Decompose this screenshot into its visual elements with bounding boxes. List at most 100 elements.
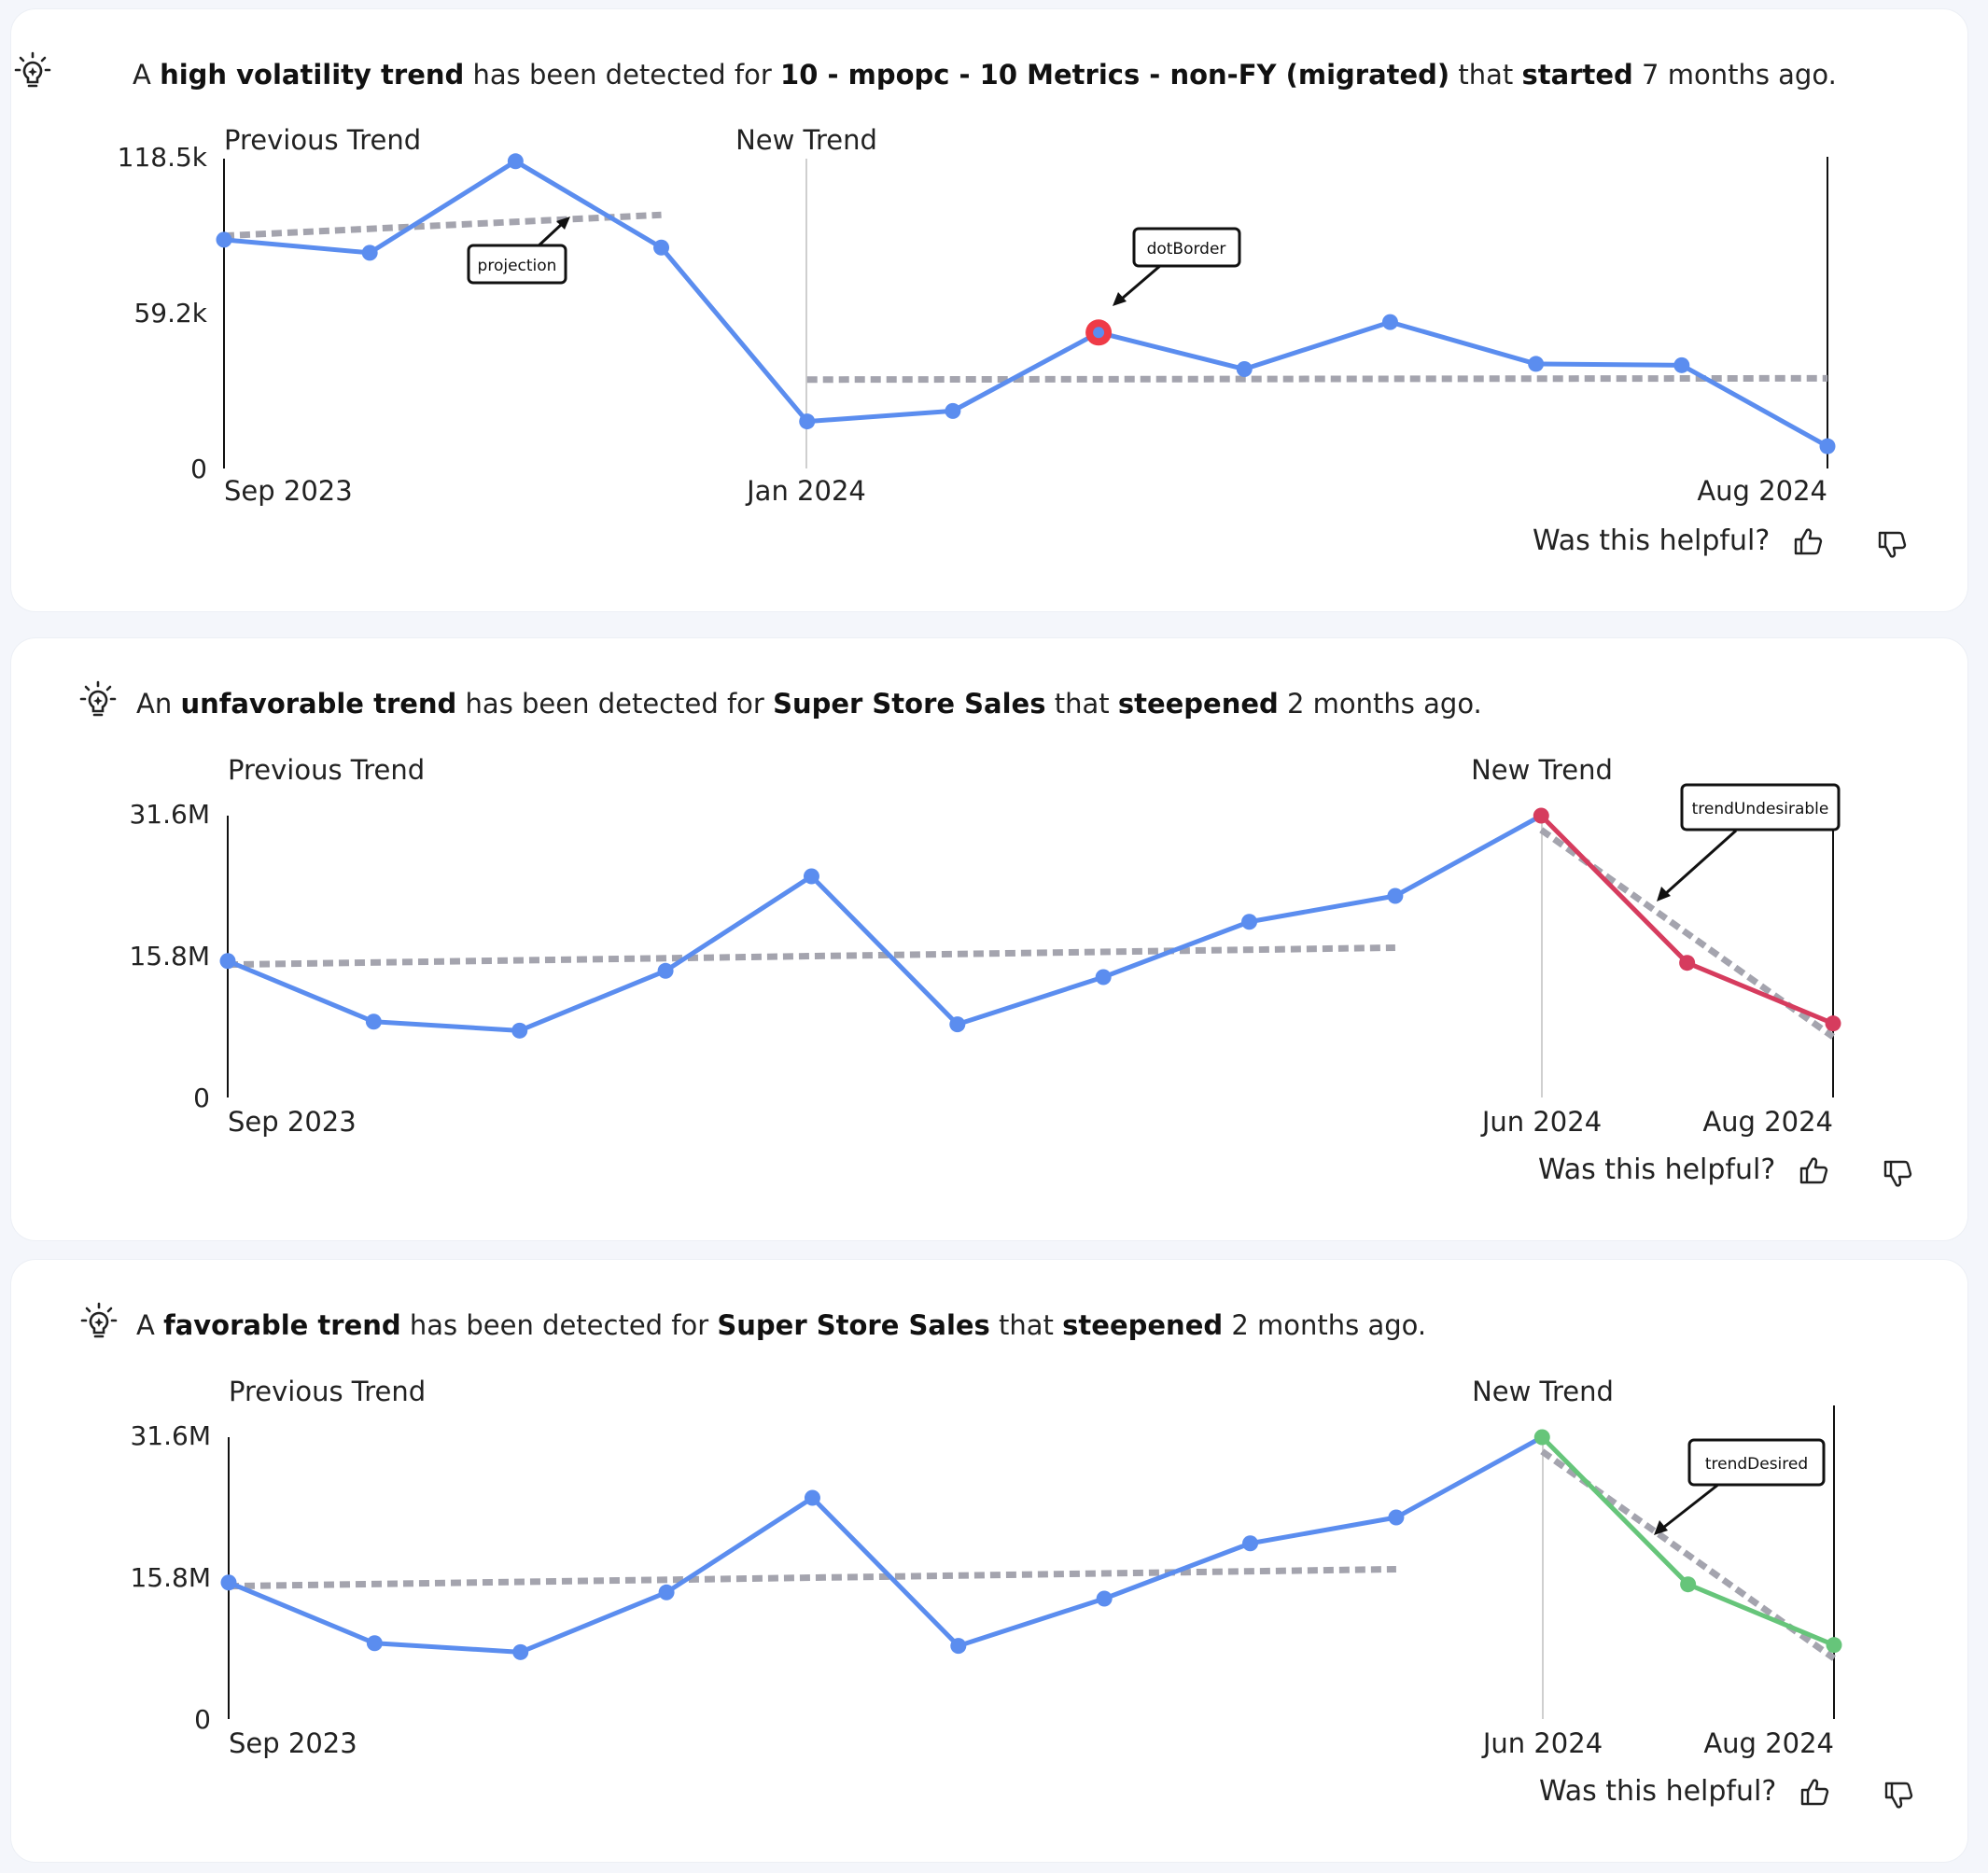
new-projection-line [806,374,1828,384]
annotation-box [467,244,567,285]
feedback-question: Was this helpful? [1533,524,1771,557]
annotation-box [1687,1438,1826,1487]
previous-projection-line [223,211,662,240]
data-point [220,1574,237,1591]
data-point [219,953,236,970]
feedback-question: Was this helpful? [1538,1153,1776,1186]
annotation-arrow [1663,829,1738,896]
data-point [216,231,232,248]
y-tick-label: 31.6M [130,1420,211,1451]
x-tick-label: Aug 2024 [1702,1106,1833,1138]
new-projection-line [1540,1448,1837,1661]
headline-text: has been detected for [456,688,774,720]
data-point [1241,914,1258,930]
headline-text: has been detected for [464,59,781,91]
headline-emphasis: started [1521,59,1633,91]
thumbs-down-icon[interactable] [1882,1158,1913,1190]
headline-text: 2 months ago. [1278,688,1482,720]
headline-text: has been detected for [400,1309,718,1341]
annotation-projection: projection [478,257,557,275]
lightbulb-icon [79,680,117,717]
undesirable-trend-line [1539,814,1834,1026]
y-tick-label: 15.8M [129,941,210,971]
insight-headline: A favorable trend has been detected for … [136,1307,1426,1344]
new-projection-line [1539,827,1836,1040]
annotation-arrowhead [1113,292,1127,306]
headline-emphasis: Super Store Sales [717,1309,990,1341]
trend-chart: 31.6M 15.8M 0 Previous Trend New Trend S… [130,1376,1842,1759]
x-tick-label: Jun 2024 [1480,1106,1602,1138]
data-point [799,413,816,430]
annotation-arrow [1121,263,1162,301]
headline-emphasis: steepened [1062,1309,1224,1341]
headline-text: that [989,1309,1063,1341]
x-tick-label: Jun 2024 [1481,1727,1603,1759]
insight-card: An unfavorable trend has been detected f… [11,638,1967,1240]
insight-card: A high volatility trend has been detecte… [11,9,1967,611]
x-tick-label: Aug 2024 [1703,1727,1834,1759]
y-tick-label: 0 [190,454,207,484]
data-point [361,245,378,261]
data-point [1093,327,1105,339]
data-point [512,1643,529,1660]
new-trend-label: New Trend [735,124,877,156]
annotation-arrowhead [1654,1520,1668,1535]
insight-card: A favorable trend has been detected for … [11,1260,1967,1862]
headline-emphasis: unfavorable trend [180,688,457,720]
previous-projection-line [227,943,1395,969]
series-line [227,813,1543,1033]
feedback-question: Was this helpful? [1539,1775,1777,1808]
headline-text: A [133,59,161,91]
y-tick-label: 59.2k [133,298,207,328]
x-tick-label: Aug 2024 [1697,475,1827,507]
data-point [658,1584,675,1600]
data-point [950,1638,967,1655]
annotation-trend-undesirable: trendUndesirable [1692,800,1829,818]
thumbs-up-icon[interactable] [1792,525,1824,557]
new-trend-label: New Trend [1472,1376,1614,1407]
annotation-arrow [1662,1482,1720,1530]
headline-emphasis: high volatility trend [160,59,465,91]
data-point [1388,1509,1405,1526]
headline-text: that [1045,688,1118,720]
annotation-arrowhead [556,217,570,230]
data-point [1387,888,1404,904]
headline-text: 7 months ago. [1632,59,1837,91]
y-tick-label: 118.5k [118,142,208,173]
data-point [1826,1637,1842,1654]
y-tick-label: 0 [193,1083,210,1113]
previous-trend-label: Previous Trend [228,754,425,786]
data-point [1673,356,1690,373]
headline-emphasis: favorable trend [163,1309,401,1341]
insight-headline: An unfavorable trend has been detected f… [136,685,1482,722]
annotation-trend-desired: trendDesired [1705,1455,1808,1474]
headline-text: that [1449,59,1522,91]
insight-headline: A high volatility trend has been detecte… [133,56,1837,93]
y-tick-label: 31.6M [129,799,210,830]
x-tick-label: Sep 2023 [224,475,353,507]
trend-chart: 118.5k 59.2k 0 Previous Trend New Trend … [118,124,1836,507]
data-point [949,1016,966,1033]
y-tick-label: 15.8M [130,1562,211,1593]
thumbs-up-icon[interactable] [1798,1154,1829,1186]
trend-chart: 31.6M 15.8M 0 Previous Trend New Trend S… [129,754,1841,1138]
annotation-box [1132,227,1241,268]
thumbs-down-icon[interactable] [1883,1780,1914,1811]
series-line [228,1434,1544,1655]
previous-trend-label: Previous Trend [229,1376,426,1407]
data-point [1095,969,1112,985]
data-point [1825,1015,1841,1032]
lightbulb-icon [80,1302,118,1338]
data-point [511,1022,528,1039]
thumbs-up-icon[interactable] [1799,1776,1830,1808]
previous-trend-label: Previous Trend [224,124,421,156]
previous-projection-line [228,1565,1396,1590]
annotation-dotborder: dotBorder [1147,240,1226,259]
data-point [803,868,819,885]
thumbs-down-icon[interactable] [1876,529,1908,561]
headline-text: A [136,1309,164,1341]
new-trend-label: New Trend [1471,754,1613,786]
data-point [1679,955,1696,971]
data-point [657,962,674,979]
annotation-box [1680,783,1841,832]
